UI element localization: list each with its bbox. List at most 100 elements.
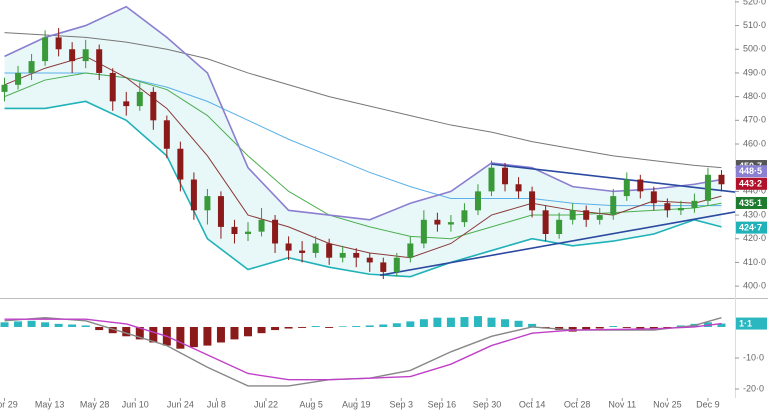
- histogram-bar: [311, 326, 320, 327]
- x-tick-label: Sep 16: [428, 399, 457, 409]
- candle-body: [677, 207, 684, 211]
- x-tick-label: Nov 25: [653, 399, 682, 409]
- candle-body: [15, 72, 22, 85]
- y-tick-label: 460·0: [743, 138, 766, 148]
- candle-body: [569, 210, 576, 220]
- candle-body: [704, 174, 711, 201]
- histogram-bar: [135, 326, 144, 340]
- y-tick-label: 400·0: [743, 280, 766, 290]
- x-tick-label: Oct 14: [519, 399, 546, 409]
- candle-body: [447, 222, 454, 225]
- candle-body: [583, 210, 590, 220]
- candle-body: [326, 243, 333, 258]
- histogram-bar: [203, 326, 212, 346]
- macd-line: [4, 318, 722, 381]
- histogram-bar: [108, 326, 117, 334]
- candle-body: [163, 120, 170, 149]
- histogram-bar: [189, 326, 198, 348]
- candle-body: [217, 196, 224, 227]
- histogram-bar: [325, 326, 334, 328]
- candle-body: [150, 91, 157, 121]
- candle-body: [596, 215, 603, 220]
- candle-body: [204, 196, 211, 211]
- histogram-bar: [54, 323, 63, 327]
- candle-body: [96, 49, 103, 73]
- candle-body: [177, 148, 184, 180]
- candle-body: [245, 231, 252, 234]
- histogram-bar: [27, 320, 36, 327]
- candle-body: [718, 174, 725, 185]
- x-tick-label: Sep 30: [473, 399, 502, 409]
- badge-label: 1·1: [739, 318, 752, 328]
- histogram-bar: [298, 326, 307, 328]
- histogram-bar: [528, 323, 537, 327]
- histogram-bar: [244, 326, 253, 337]
- x-tick-label: Jun 10: [122, 399, 149, 409]
- candle-body: [55, 37, 62, 50]
- histogram-bar: [379, 324, 388, 327]
- histogram-bar: [14, 321, 23, 327]
- candle-body: [407, 243, 414, 258]
- histogram-bar: [176, 326, 185, 349]
- price-badge: [736, 196, 767, 209]
- indicator-line: [4, 32, 722, 169]
- candle-body: [420, 219, 427, 244]
- histogram-bar: [352, 326, 361, 327]
- candle-body: [637, 179, 644, 192]
- x-tick-label: Jul 22: [254, 399, 278, 409]
- candle-body: [190, 179, 197, 211]
- histogram-bar: [95, 326, 104, 331]
- candle-body: [380, 262, 387, 272]
- badge-label: 435·1: [739, 198, 762, 208]
- histogram-bar: [0, 322, 9, 327]
- histogram-bar: [406, 321, 415, 327]
- trendline: [379, 211, 736, 276]
- candle-body: [109, 72, 116, 102]
- candle-body: [529, 191, 536, 211]
- y-tick-label: 510·0: [743, 20, 766, 30]
- candle-body: [502, 167, 509, 185]
- price-badge: [736, 221, 767, 234]
- histogram-bar: [446, 317, 455, 327]
- indicator-line: [4, 100, 722, 278]
- candle-body: [285, 243, 292, 251]
- candle-body: [82, 49, 89, 62]
- histogram-bar: [392, 323, 401, 327]
- histogram-bar: [122, 326, 131, 337]
- histogram-bar: [216, 326, 225, 343]
- price-badge: [736, 177, 767, 190]
- histogram-bar: [473, 316, 482, 327]
- x-tick-label: Aug 5: [299, 399, 323, 409]
- candle-body: [312, 243, 319, 253]
- price-badge: [736, 165, 767, 178]
- y-tick-label: 480·0: [743, 91, 766, 101]
- candle-body: [664, 203, 671, 211]
- candle-body: [623, 179, 630, 197]
- candle-body: [474, 191, 481, 211]
- histogram-bar: [514, 320, 523, 327]
- histogram-bar: [81, 325, 90, 327]
- y-tick-label: 420·0: [743, 233, 766, 243]
- y-tick-label: -10·0: [743, 352, 764, 362]
- candle-body: [515, 184, 522, 192]
- candle-body: [272, 219, 279, 244]
- histogram-bar: [622, 326, 631, 328]
- histogram-bar: [68, 324, 77, 327]
- histogram-bar: [595, 326, 604, 329]
- candle-body: [258, 219, 265, 232]
- y-tick-label: -20·0: [743, 383, 764, 393]
- x-tick-label: Jul 8: [207, 399, 226, 409]
- candle-body: [556, 219, 563, 234]
- x-tick-label: May 28: [80, 399, 110, 409]
- y-tick-label: 430·0: [743, 209, 766, 219]
- histogram-bar: [663, 326, 672, 328]
- candle-body: [28, 61, 35, 73]
- histogram-bar: [257, 326, 266, 334]
- candle-body: [339, 252, 346, 258]
- histogram-bar: [271, 326, 280, 331]
- candle-body: [434, 219, 441, 225]
- candle-body: [691, 200, 698, 208]
- badge-label: 448·5: [739, 166, 762, 176]
- histogram-bar: [419, 319, 428, 327]
- histogram-bar: [365, 325, 374, 327]
